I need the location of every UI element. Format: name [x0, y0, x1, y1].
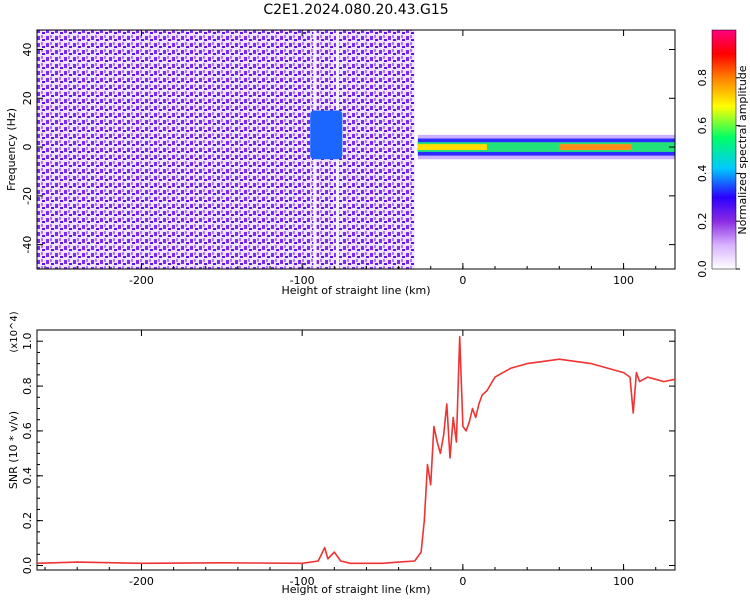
snr-ytick-label: 0.4	[21, 467, 34, 485]
heatmap-xtick-label: 0	[459, 274, 466, 287]
heatmap-ytick-label: 20	[21, 91, 34, 105]
snr-panel: -200 -100 0 100 0.0 0.2 0.4 0.6 0.8 1.0 Height of …	[7, 311, 676, 596]
snr-xtick-label: 100	[613, 575, 634, 588]
snr-xtick-label: -100	[290, 575, 315, 588]
colorbar: 0.0 0.2 0.4 0.6 0.8 Normalized spectral ampl…	[696, 29, 749, 278]
heatmap-xtick-label: -100	[290, 274, 315, 287]
heatmap-xlabel: Height of straight line (km)	[281, 284, 430, 297]
colorbar-label: Normalized spectral amplitude	[736, 65, 749, 234]
heatmap-ytick-label: 0	[21, 144, 34, 151]
snr-xtick-label: 0	[459, 575, 466, 588]
tone-core-left	[417, 144, 487, 150]
snr-ytick-label: 0.6	[21, 422, 34, 440]
heatmap-ylabel: Frequency (Hz)	[5, 108, 18, 191]
heatmap-xtick-label: 100	[613, 274, 634, 287]
snr-ytick-label: 0.0	[21, 557, 34, 575]
heatmap-region-burst	[310, 110, 343, 160]
heatmap-ytick-label: -20	[21, 187, 34, 205]
figure-title: C2E1.2024.080.20.43.G15	[263, 2, 448, 18]
snr-frame	[36, 329, 676, 571]
snr-xtick-label: -200	[129, 575, 154, 588]
colorbar-tick-label: 0.0	[696, 260, 709, 278]
snr-ytick-label: 1.0	[21, 332, 34, 350]
heatmap-ytick-label: 40	[21, 43, 34, 57]
tone-core	[559, 144, 632, 150]
colorbar-tick-label: 0.2	[696, 212, 709, 230]
heatmap-frame	[36, 29, 676, 270]
colorbar-tick-label: 0.4	[696, 165, 709, 183]
colorbar-tick-label: 0.8	[696, 69, 709, 87]
snr-ylabel: SNR (10 * v/v)	[7, 411, 20, 489]
colorbar-ticks: 0.0 0.2 0.4 0.6 0.8	[696, 69, 740, 278]
heatmap-ytick-label: -40	[21, 236, 34, 254]
snr-xlabel: Height of straight line (km)	[281, 583, 430, 596]
heatmap-xtick-label: -200	[129, 274, 154, 287]
heatmap-region-tone	[417, 142, 675, 152]
snr-scale-label: (x10^4)	[9, 311, 20, 352]
heatmap-region-noise	[37, 30, 415, 269]
snr-series-line	[36, 335, 676, 565]
snr-ytick-label: 0.2	[21, 512, 34, 530]
snr-ytick-label: 0.8	[21, 377, 34, 395]
colorbar-gradient	[711, 29, 737, 270]
colorbar-tick-label: 0.6	[696, 117, 709, 135]
